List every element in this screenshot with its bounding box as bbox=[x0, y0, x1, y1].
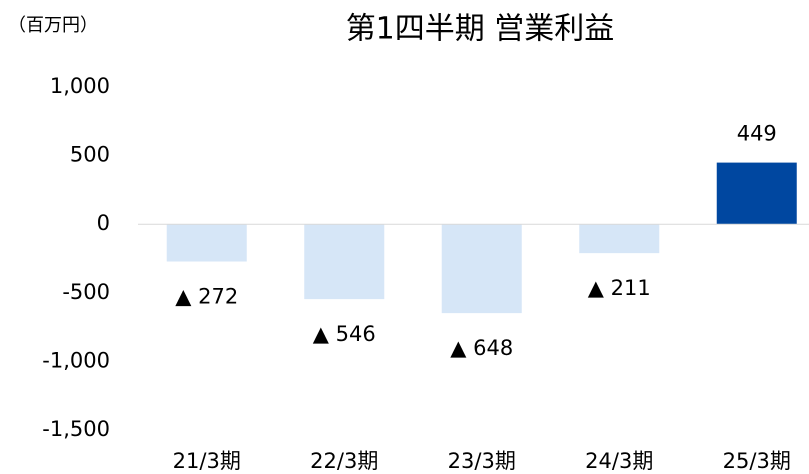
bar bbox=[441, 224, 522, 314]
x-tick-label: 21/3期 bbox=[173, 449, 241, 473]
y-unit: （百万円） bbox=[8, 15, 98, 36]
y-tick-label: -1,000 bbox=[42, 348, 110, 372]
chart-title: 第1四半期 営業利益 bbox=[346, 12, 615, 47]
data-label: ▲ 648 bbox=[450, 336, 513, 360]
bar bbox=[166, 224, 247, 262]
x-tick-label: 25/3期 bbox=[723, 449, 791, 473]
x-tick-label: 24/3期 bbox=[585, 449, 653, 473]
data-label: ▲ 211 bbox=[588, 276, 651, 300]
data-label: ▲ 272 bbox=[175, 285, 238, 309]
y-tick-label: 0 bbox=[97, 211, 110, 235]
y-tick-label: -500 bbox=[62, 280, 110, 304]
y-tick-label: 500 bbox=[70, 143, 110, 167]
data-label: 449 bbox=[737, 122, 777, 146]
bar bbox=[304, 224, 385, 300]
bar bbox=[716, 162, 797, 225]
y-tick-label: -1,500 bbox=[42, 417, 110, 441]
x-tick-label: 22/3期 bbox=[310, 449, 378, 473]
y-tick-label: 1,000 bbox=[50, 74, 110, 98]
data-label: ▲ 546 bbox=[313, 322, 376, 346]
x-tick-label: 23/3期 bbox=[448, 449, 516, 473]
bar bbox=[579, 224, 660, 254]
